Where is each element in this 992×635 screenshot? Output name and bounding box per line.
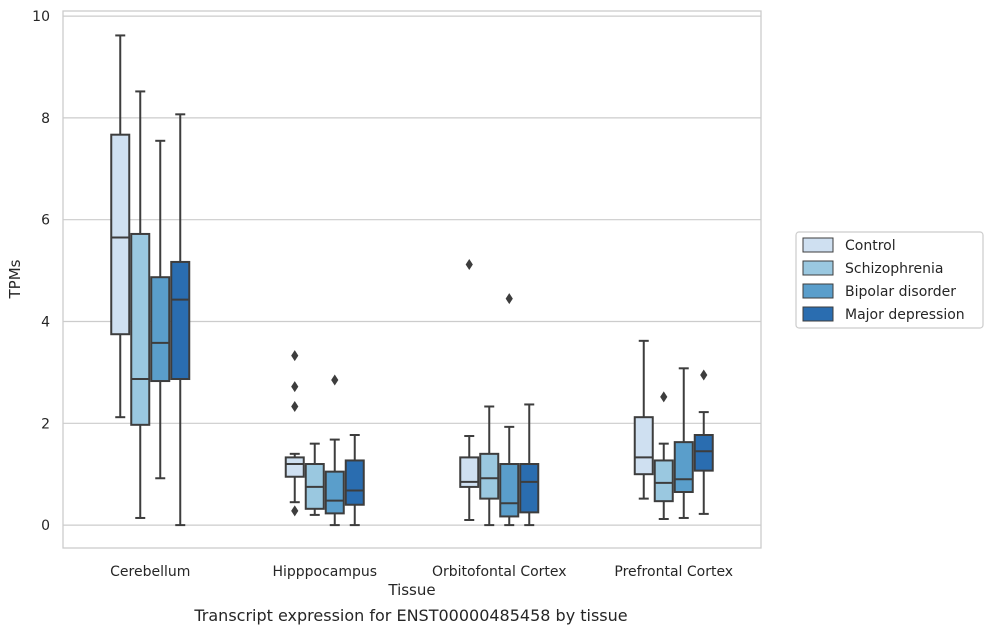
box-schizophrenia: [653, 391, 674, 520]
x-tick-labels: Cerebellum Hipppocampus Orbitofontal Corte…: [110, 564, 733, 580]
y-tick-label: 4: [41, 314, 50, 330]
outlier-point: [465, 258, 473, 270]
outlier-point: [291, 381, 299, 393]
y-tick-label: 2: [41, 416, 50, 432]
legend-label: Schizophrenia: [845, 261, 943, 277]
iqr-box: [693, 434, 714, 472]
legend-label: Major depression: [845, 307, 965, 323]
box-bipolar-disorder: [499, 293, 520, 527]
iqr-box: [150, 276, 171, 383]
box-major-depression: [519, 403, 540, 527]
y-tick-label: 6: [41, 213, 50, 229]
box-control: [110, 34, 131, 419]
y-tick-label: 0: [41, 518, 50, 534]
box-schizophrenia: [304, 442, 325, 516]
iqr-box: [519, 463, 540, 514]
iqr-box: [673, 441, 694, 494]
box-major-depression: [344, 434, 365, 527]
iqr-box: [110, 133, 131, 336]
outlier-point: [291, 400, 299, 412]
box-schizophrenia: [479, 405, 500, 527]
y-axis-label: TPMs: [6, 259, 24, 299]
iqr-box: [479, 452, 500, 500]
box-major-depression: [170, 113, 191, 527]
box-control: [284, 350, 305, 517]
legend-swatch: [802, 283, 834, 299]
outlier-point: [660, 391, 668, 403]
legend-swatch: [802, 237, 834, 253]
x-tick-label: Cerebellum: [110, 564, 190, 580]
outlier-point: [291, 350, 299, 362]
plot-frame: [62, 10, 762, 549]
legend: Control Schizophrenia Bipolar disorder Majo…: [795, 231, 984, 329]
box-control: [459, 258, 480, 522]
box-major-depression: [693, 369, 714, 515]
x-tick-label: Hipppocampus: [272, 564, 377, 580]
iqr-box: [170, 260, 191, 381]
y-tick-label: 10: [32, 9, 50, 25]
y-tick-labels: 0 2 4 6 8 10: [32, 9, 50, 534]
legend-frame: [795, 231, 984, 329]
iqr-box: [130, 232, 151, 426]
iqr-box: [499, 463, 520, 518]
x-tick-label: Orbitofontal Cortex: [432, 564, 567, 580]
figure-caption: Transcript expression for ENST0000048545…: [194, 606, 628, 625]
iqr-box: [284, 456, 305, 478]
box-bipolar-disorder: [673, 367, 694, 519]
boxes: [110, 34, 714, 527]
y-tick-label: 8: [41, 111, 50, 127]
outlier-point: [505, 293, 513, 305]
outlier-point: [331, 374, 339, 386]
legend-swatch: [802, 306, 834, 322]
iqr-box: [324, 470, 345, 515]
iqr-box: [633, 416, 654, 476]
box-control: [633, 339, 654, 500]
legend-label: Control: [845, 238, 896, 254]
box-bipolar-disorder: [150, 139, 171, 480]
outlier-point: [700, 369, 708, 381]
iqr-box: [344, 459, 365, 506]
box-bipolar-disorder: [324, 374, 345, 527]
iqr-box: [459, 456, 480, 488]
legend-swatch: [802, 260, 834, 276]
outlier-point: [291, 505, 299, 517]
iqr-box: [653, 459, 674, 503]
gridlines: [63, 15, 761, 526]
x-tick-label: Prefrontal Cortex: [614, 564, 733, 580]
box-schizophrenia: [130, 90, 151, 519]
x-axis-label: Tissue: [387, 581, 435, 599]
legend-label: Bipolar disorder: [845, 284, 956, 300]
